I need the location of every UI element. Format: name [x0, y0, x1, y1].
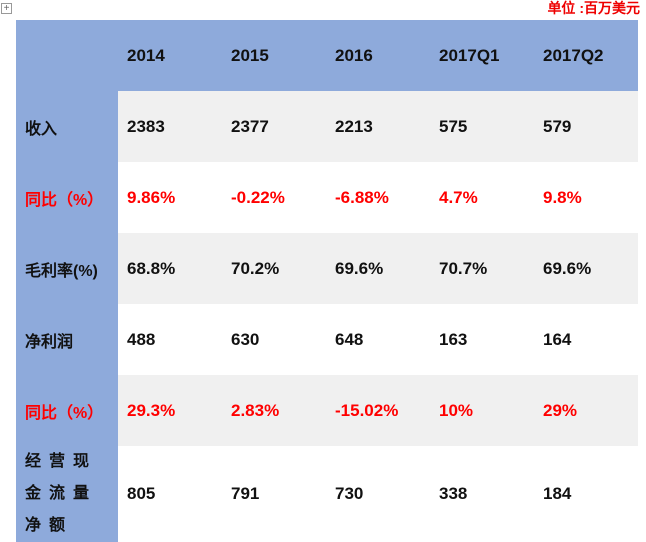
value-cell: 68.8%	[118, 233, 222, 304]
row-label: 经营现金流量净额	[16, 446, 118, 542]
header-cell: 2016	[326, 20, 430, 91]
value-cell: 163	[430, 304, 534, 375]
row-label: 毛利率(%)	[16, 233, 118, 304]
value-cell: 69.6%	[534, 233, 638, 304]
value-cell: 730	[326, 446, 430, 542]
value-cell: 4.7%	[430, 162, 534, 233]
table-row: 同比（%） 29.3% 2.83% -15.02% 10% 29%	[16, 375, 638, 446]
row-label-text: 收入	[25, 120, 58, 138]
value-cell: 164	[534, 304, 638, 375]
row-label: 同比（%）	[16, 375, 118, 446]
value-cell: -15.02%	[326, 375, 430, 446]
value-cell: 9.86%	[118, 162, 222, 233]
row-label: 收入	[16, 91, 118, 162]
table-body: 收入 2383 2377 2213 575 579 同比（%） 9.86% -0.22% -6.8…	[16, 91, 638, 542]
value-cell: 70.2%	[222, 233, 326, 304]
header-cell: 2017Q1	[430, 20, 534, 91]
unit-note: 单位 :百万美元	[547, 0, 640, 16]
table-row: 毛利率(%) 68.8% 70.2% 69.6% 70.7% 69.6%	[16, 233, 638, 304]
value-cell: 70.7%	[430, 233, 534, 304]
table-anchor: +	[1, 3, 12, 14]
value-cell: 488	[118, 304, 222, 375]
value-cell: -6.88%	[326, 162, 430, 233]
value-cell: 630	[222, 304, 326, 375]
table-row: 净利润 488 630 648 163 164	[16, 304, 638, 375]
value-cell: 805	[118, 446, 222, 542]
row-label-text: 同比（%）	[25, 191, 104, 209]
table-row: 同比（%） 9.86% -0.22% -6.88% 4.7% 9.8%	[16, 162, 638, 233]
value-cell: 29%	[534, 375, 638, 446]
value-cell: 29.3%	[118, 375, 222, 446]
value-cell: 579	[534, 91, 638, 162]
value-cell: -0.22%	[222, 162, 326, 233]
corner-cell	[16, 20, 118, 91]
table-row: 收入 2383 2377 2213 575 579	[16, 91, 638, 162]
row-label-text: 毛利率(%)	[25, 262, 98, 280]
value-cell: 10%	[430, 375, 534, 446]
value-cell: 2377	[222, 91, 326, 162]
header-cell: 2017Q2	[534, 20, 638, 91]
row-label-text: 同比（%）	[25, 404, 104, 422]
header-row: 2014 2015 2016 2017Q1 2017Q2	[16, 20, 638, 91]
value-cell: 2.83%	[222, 375, 326, 446]
value-cell: 648	[326, 304, 430, 375]
header-cell: 2014	[118, 20, 222, 91]
value-cell: 69.6%	[326, 233, 430, 304]
row-label-text: 净利润	[25, 333, 74, 351]
value-cell: 184	[534, 446, 638, 542]
row-label: 同比（%）	[16, 162, 118, 233]
data-table: 2014 2015 2016 2017Q1 2017Q2 收入 2383 2377 2213 5…	[16, 20, 638, 542]
value-cell: 9.8%	[534, 162, 638, 233]
value-cell: 575	[430, 91, 534, 162]
value-cell: 791	[222, 446, 326, 542]
value-cell: 338	[430, 446, 534, 542]
value-cell: 2213	[326, 91, 430, 162]
row-label-text: 经营现金流量净额	[25, 453, 98, 534]
table-row: 经营现金流量净额 805 791 730 338 184	[16, 446, 638, 542]
header-cell: 2015	[222, 20, 326, 91]
value-cell: 2383	[118, 91, 222, 162]
row-label: 净利润	[16, 304, 118, 375]
